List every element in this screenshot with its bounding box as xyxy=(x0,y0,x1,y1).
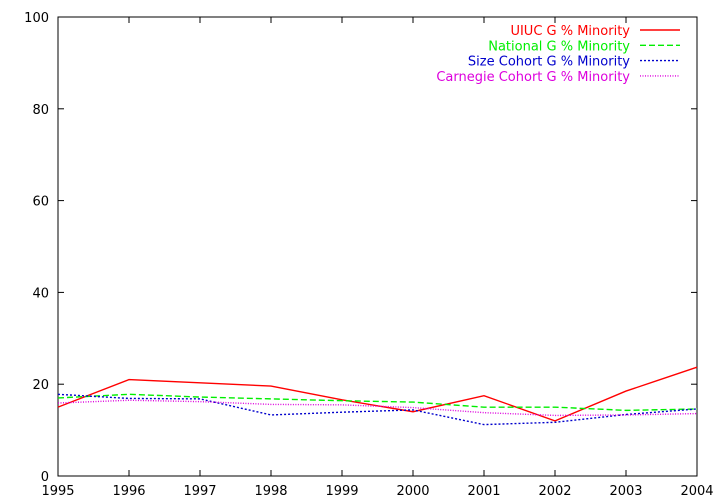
x-tick-label: 1995 xyxy=(41,484,74,499)
x-tick-label: 2002 xyxy=(538,484,571,499)
x-tick-label: 2004 xyxy=(680,484,713,499)
legend-label-2: National G % Minority xyxy=(488,39,630,54)
x-tick-label: 1999 xyxy=(325,484,358,499)
y-tick-label: 100 xyxy=(24,11,49,26)
y-tick-label: 0 xyxy=(41,470,49,485)
x-tick-label: 1997 xyxy=(183,484,216,499)
x-tick-label: 1998 xyxy=(254,484,287,499)
x-tick-label: 2003 xyxy=(609,484,642,499)
y-tick-label: 60 xyxy=(32,195,49,210)
y-axis-tick-labels: 0 20 40 60 80 100 xyxy=(24,11,49,485)
series-line-4 xyxy=(57,399,698,417)
x-tick-label: 2000 xyxy=(396,484,429,499)
legend-label-1: UIUC G % Minority xyxy=(510,24,630,39)
legend-label-3: Size Cohort G % Minority xyxy=(468,55,630,70)
series-line-2 xyxy=(57,393,698,412)
y-tick-label: 80 xyxy=(32,103,49,118)
series-line-1 xyxy=(57,366,698,422)
x-tick-label: 2001 xyxy=(467,484,500,499)
legend-label-4: Carnegie Cohort G % Minority xyxy=(436,70,630,85)
series-lines xyxy=(57,366,698,426)
x-axis-tick-labels: 1995 1996 1997 1998 1999 2000 2001 2002 2003 2004 xyxy=(41,484,713,499)
plot-area xyxy=(57,16,698,477)
tick-marks xyxy=(57,16,698,477)
y-tick-label: 20 xyxy=(32,378,49,393)
y-tick-label: 40 xyxy=(32,286,49,301)
series-line-3 xyxy=(57,393,698,426)
x-tick-label: 1996 xyxy=(112,484,145,499)
